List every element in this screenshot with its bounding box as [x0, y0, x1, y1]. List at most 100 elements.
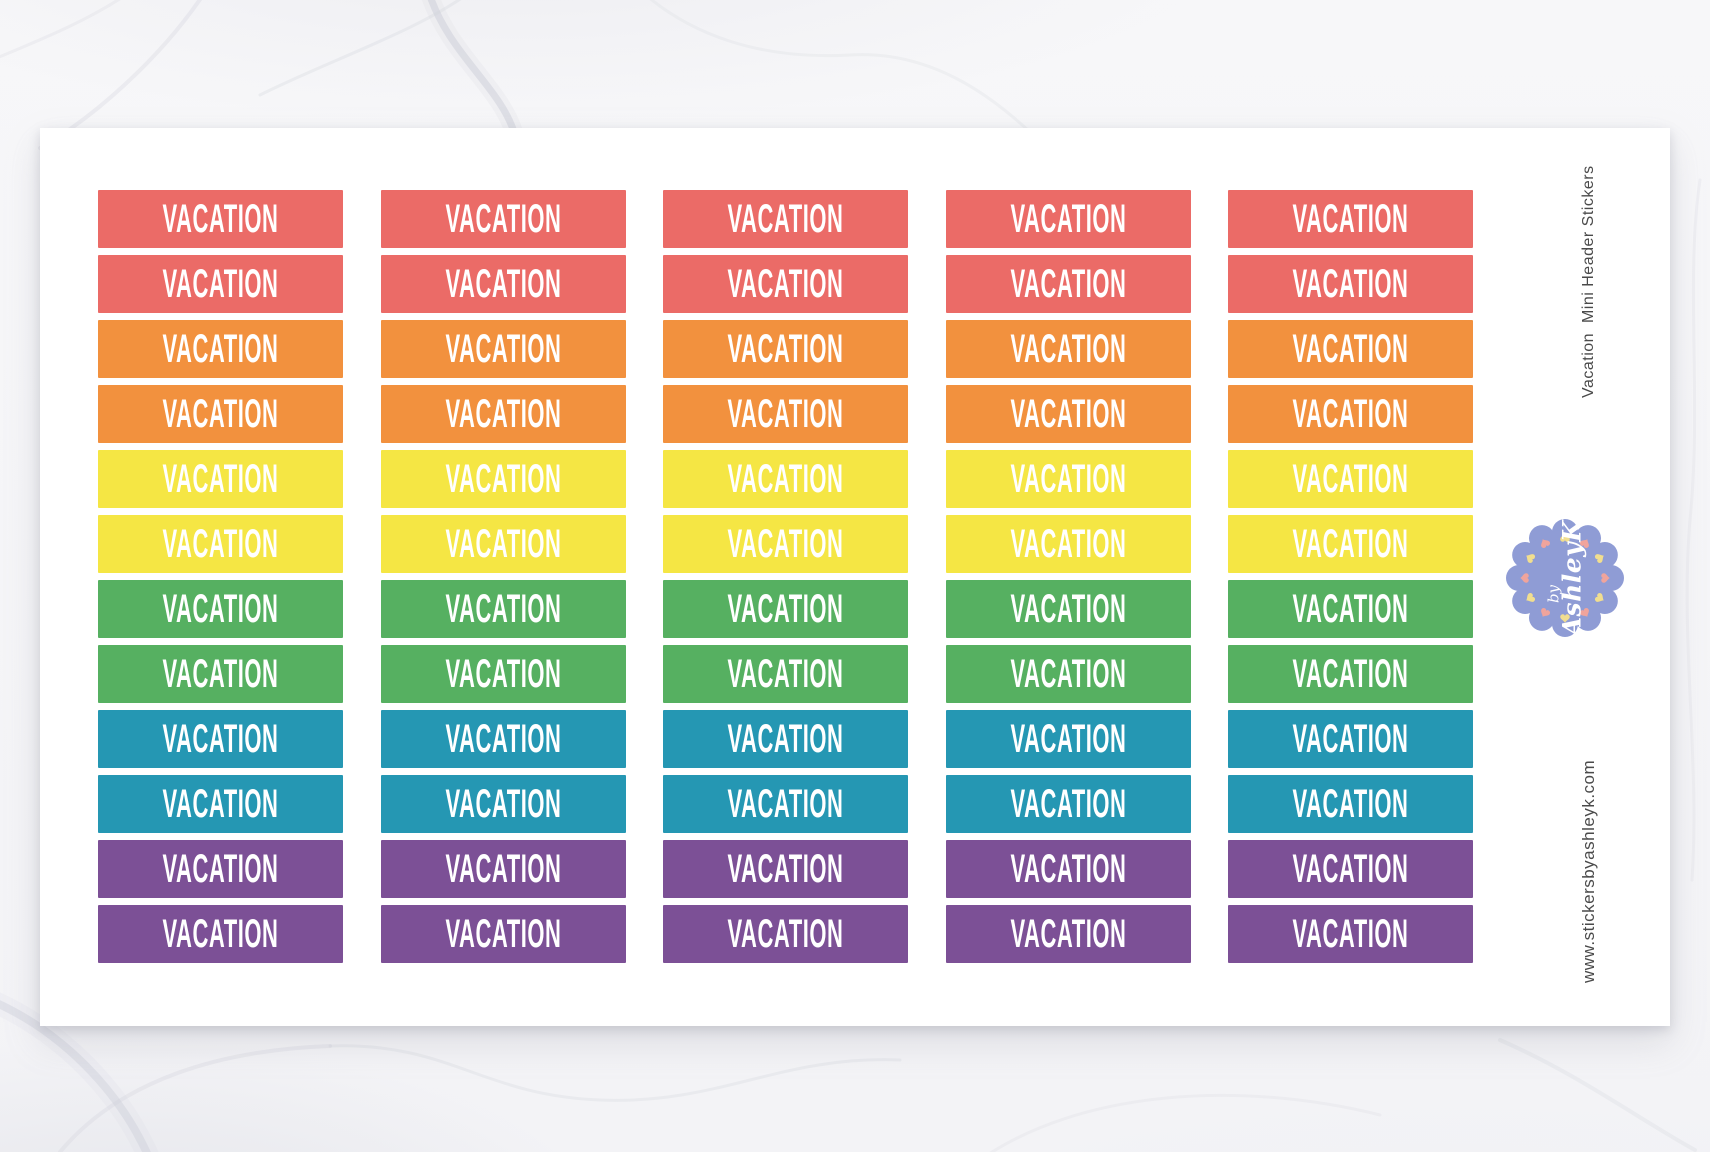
sticker-label: VACATION [727, 197, 844, 241]
sticker: VACATION [380, 515, 626, 573]
sticker: VACATION [663, 255, 908, 313]
sticker: VACATION [945, 320, 1191, 378]
sticker: VACATION [945, 450, 1191, 508]
sticker-label: VACATION [1292, 847, 1409, 891]
sticker: VACATION [380, 450, 626, 508]
sticker-label: VACATION [162, 522, 279, 566]
heart-icon [1594, 592, 1604, 602]
sticker-label: VACATION [1292, 262, 1409, 306]
sticker: VACATION [1228, 320, 1473, 378]
sticker-label: VACATION [1009, 327, 1127, 371]
sticker: VACATION [380, 645, 626, 703]
sticker: VACATION [380, 710, 626, 768]
sticker: VACATION [1228, 775, 1473, 833]
sticker-label: VACATION [1009, 912, 1127, 956]
sticker-label: VACATION [727, 457, 844, 501]
sticker-label: VACATION [1292, 392, 1409, 436]
heart-icon [1579, 607, 1589, 617]
sticker: VACATION [1228, 580, 1473, 638]
sticker: VACATION [380, 190, 626, 248]
sticker: VACATION [98, 905, 343, 963]
sticker: VACATION [380, 320, 626, 378]
badge-text: by AshleyK [1506, 519, 1624, 637]
sticker-label: VACATION [444, 327, 562, 371]
sticker-label: VACATION [727, 847, 844, 891]
sticker: VACATION [663, 385, 908, 443]
sticker-label: VACATION [1292, 457, 1409, 501]
heart-icon [1526, 554, 1536, 564]
sticker: VACATION [98, 515, 343, 573]
sticker-label: VACATION [1009, 587, 1127, 631]
sticker: VACATION [663, 450, 908, 508]
badge-scallop-shape [1506, 519, 1624, 637]
sticker-label: VACATION [444, 522, 562, 566]
sticker: VACATION [1228, 190, 1473, 248]
sticker-label: VACATION [1009, 457, 1127, 501]
brand-badge: by AshleyK [1506, 519, 1624, 637]
sticker: VACATION [945, 775, 1191, 833]
product-title-side-text: Vacation Mini Header Stickers [1580, 165, 1597, 398]
sticker-label: VACATION [727, 327, 844, 371]
sticker: VACATION [1228, 450, 1473, 508]
sticker-label: VACATION [1009, 652, 1127, 696]
sticker-label: VACATION [727, 782, 844, 826]
sticker-label: VACATION [444, 717, 562, 761]
sticker-label: VACATION [444, 782, 562, 826]
sticker: VACATION [98, 645, 343, 703]
sticker: VACATION [98, 255, 343, 313]
sticker: VACATION [380, 840, 626, 898]
sticker: VACATION [945, 840, 1191, 898]
sticker-label: VACATION [727, 717, 844, 761]
sticker-label: VACATION [727, 652, 844, 696]
sticker-label: VACATION [727, 262, 844, 306]
sticker-label: VACATION [1009, 847, 1127, 891]
sticker-label: VACATION [444, 652, 562, 696]
sticker: VACATION [98, 775, 343, 833]
sticker-label: VACATION [727, 587, 844, 631]
sticker-label: VACATION [1292, 717, 1409, 761]
heart-icon [1601, 573, 1610, 583]
sticker-label: VACATION [727, 912, 844, 956]
sticker-label: VACATION [1009, 522, 1127, 566]
sticker-label: VACATION [162, 587, 279, 631]
sticker-label: VACATION [162, 717, 279, 761]
sticker: VACATION [98, 385, 343, 443]
sticker-label: VACATION [444, 457, 562, 501]
sticker: VACATION [945, 905, 1191, 963]
sticker: VACATION [663, 905, 908, 963]
sticker-label: VACATION [1009, 197, 1127, 241]
sticker: VACATION [663, 645, 908, 703]
sticker: VACATION [663, 515, 908, 573]
sticker-label: VACATION [1292, 197, 1409, 241]
sticker-label: VACATION [162, 782, 279, 826]
sticker-label: VACATION [1292, 327, 1409, 371]
sticker-label: VACATION [444, 262, 562, 306]
sticker: VACATION [945, 580, 1191, 638]
sticker-label: VACATION [444, 847, 562, 891]
sticker-label: VACATION [1009, 782, 1127, 826]
sticker: VACATION [945, 515, 1191, 573]
sticker: VACATION [98, 320, 343, 378]
sticker: VACATION [1228, 645, 1473, 703]
sticker: VACATION [663, 580, 908, 638]
sticker: VACATION [380, 385, 626, 443]
sticker-label: VACATION [1292, 782, 1409, 826]
heart-icon [1520, 573, 1529, 583]
sticker-label: VACATION [1292, 652, 1409, 696]
sticker: VACATION [663, 320, 908, 378]
sticker-label: VACATION [162, 197, 279, 241]
heart-icon [1560, 533, 1570, 542]
heart-icon [1526, 592, 1536, 602]
sticker: VACATION [945, 710, 1191, 768]
website-side-text: www.stickersbyashleyk.com [1579, 759, 1598, 983]
sticker: VACATION [663, 710, 908, 768]
sticker: VACATION [98, 580, 343, 638]
heart-icon [1594, 554, 1604, 564]
heart-icon [1579, 539, 1589, 549]
sticker-label: VACATION [444, 197, 562, 241]
sticker-label: VACATION [162, 912, 279, 956]
sticker-label: VACATION [162, 847, 279, 891]
sticker-label: VACATION [162, 392, 279, 436]
sticker: VACATION [663, 840, 908, 898]
